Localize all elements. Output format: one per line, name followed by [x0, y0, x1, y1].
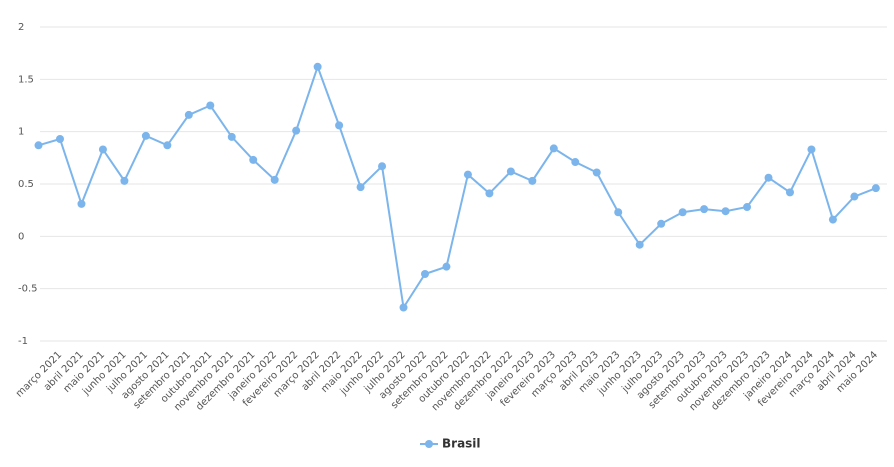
data-point	[270, 175, 279, 184]
data-point	[485, 189, 494, 198]
data-point	[871, 184, 880, 193]
data-point	[184, 110, 193, 119]
series-line	[38, 63, 877, 311]
data-point	[828, 215, 837, 224]
data-point	[378, 162, 387, 171]
y-tick-label: 2	[18, 22, 24, 33]
y-tick-label: 0.5	[18, 179, 34, 190]
data-point	[635, 240, 644, 249]
data-point	[227, 132, 236, 141]
y-tick-label: 1.5	[18, 74, 34, 85]
data-point	[442, 262, 451, 271]
legend-marker	[425, 440, 433, 448]
data-point	[528, 176, 537, 185]
data-point	[420, 270, 429, 279]
data-point	[313, 62, 322, 71]
data-point	[506, 167, 515, 176]
legend-label[interactable]: Brasil	[442, 437, 481, 451]
data-point	[678, 208, 687, 217]
data-point	[657, 219, 666, 228]
data-point	[614, 208, 623, 217]
y-tick-label: 1	[18, 127, 24, 138]
data-point	[700, 205, 709, 214]
data-point	[743, 203, 752, 212]
y-tick-label: -1	[18, 336, 28, 347]
data-point	[77, 199, 86, 208]
data-point	[249, 155, 258, 164]
data-point	[721, 207, 730, 216]
data-point	[141, 131, 150, 140]
y-tick-label: -0.5	[18, 284, 38, 295]
data-point	[356, 183, 365, 192]
data-point	[463, 170, 472, 179]
data-point	[571, 158, 580, 167]
data-point	[163, 141, 172, 150]
data-point	[34, 141, 43, 150]
data-point	[399, 303, 408, 312]
data-point	[206, 101, 215, 110]
data-point	[764, 173, 773, 182]
data-point	[98, 145, 107, 154]
data-point	[785, 188, 794, 197]
y-tick-label: 0	[18, 231, 24, 242]
data-point	[56, 134, 64, 143]
data-point	[807, 145, 816, 154]
data-point	[120, 176, 129, 185]
data-point	[335, 121, 344, 130]
data-point	[850, 192, 859, 201]
data-point	[292, 126, 301, 135]
data-point	[592, 168, 601, 177]
data-point	[549, 144, 558, 153]
